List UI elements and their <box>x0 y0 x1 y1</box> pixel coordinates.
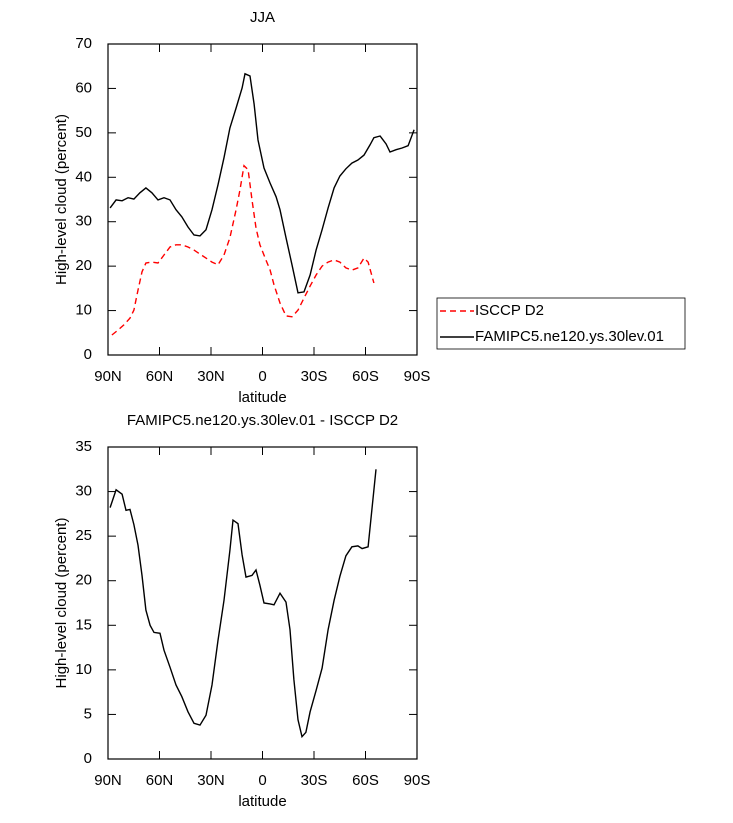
x-tick-label: 60S <box>352 368 379 385</box>
x-tick-label: 90N <box>94 772 122 789</box>
x-tick-label: 30N <box>197 368 225 385</box>
y-tick-label: 30 <box>75 483 92 500</box>
y-tick-label: 20 <box>75 257 92 274</box>
y-tick-label: 0 <box>84 750 92 767</box>
y-tick-label: 5 <box>84 705 92 722</box>
y-tick-label: 35 <box>75 438 92 455</box>
legend-label: ISCCP D2 <box>475 302 544 319</box>
y-tick-label: 40 <box>75 168 92 185</box>
x-axis-label: latitude <box>238 389 286 406</box>
legend-box <box>436 297 686 350</box>
x-tick-label: 0 <box>258 772 266 789</box>
series-line <box>109 469 377 739</box>
x-axis-label: latitude <box>238 793 286 810</box>
y-tick-label: 0 <box>84 346 92 363</box>
x-tick-label: 90S <box>404 772 431 789</box>
x-tick-label: 30S <box>301 368 328 385</box>
y-tick-label: 70 <box>75 35 92 52</box>
x-tick-label: 90S <box>404 368 431 385</box>
x-tick-label: 60S <box>352 772 379 789</box>
y-tick-label: 10 <box>75 302 92 319</box>
y-tick-label: 10 <box>75 661 92 678</box>
x-tick-label: 60N <box>146 368 174 385</box>
x-tick-label: 60N <box>146 772 174 789</box>
y-tick-label: 60 <box>75 79 92 96</box>
series-line <box>109 72 415 294</box>
plot-frame <box>107 43 418 356</box>
x-tick-label: 90N <box>94 368 122 385</box>
chart-title: FAMIPC5.ne120.ys.30lev.01 - ISCCP D2 <box>127 412 398 429</box>
chart-title: JJA <box>250 9 275 26</box>
x-tick-label: 30N <box>197 772 225 789</box>
y-tick-label: 30 <box>75 213 92 230</box>
y-axis-label: High-level cloud (percent) <box>53 518 70 689</box>
y-tick-label: 50 <box>75 124 92 141</box>
x-tick-label: 0 <box>258 368 266 385</box>
y-axis-label: High-level cloud (percent) <box>53 114 70 285</box>
legend-label: FAMIPC5.ne120.ys.30lev.01 <box>475 328 664 345</box>
plot-frame <box>107 446 418 760</box>
y-tick-label: 15 <box>75 616 92 633</box>
x-tick-label: 30S <box>301 772 328 789</box>
series-line <box>111 164 375 336</box>
y-tick-label: 25 <box>75 527 92 544</box>
y-tick-label: 20 <box>75 572 92 589</box>
